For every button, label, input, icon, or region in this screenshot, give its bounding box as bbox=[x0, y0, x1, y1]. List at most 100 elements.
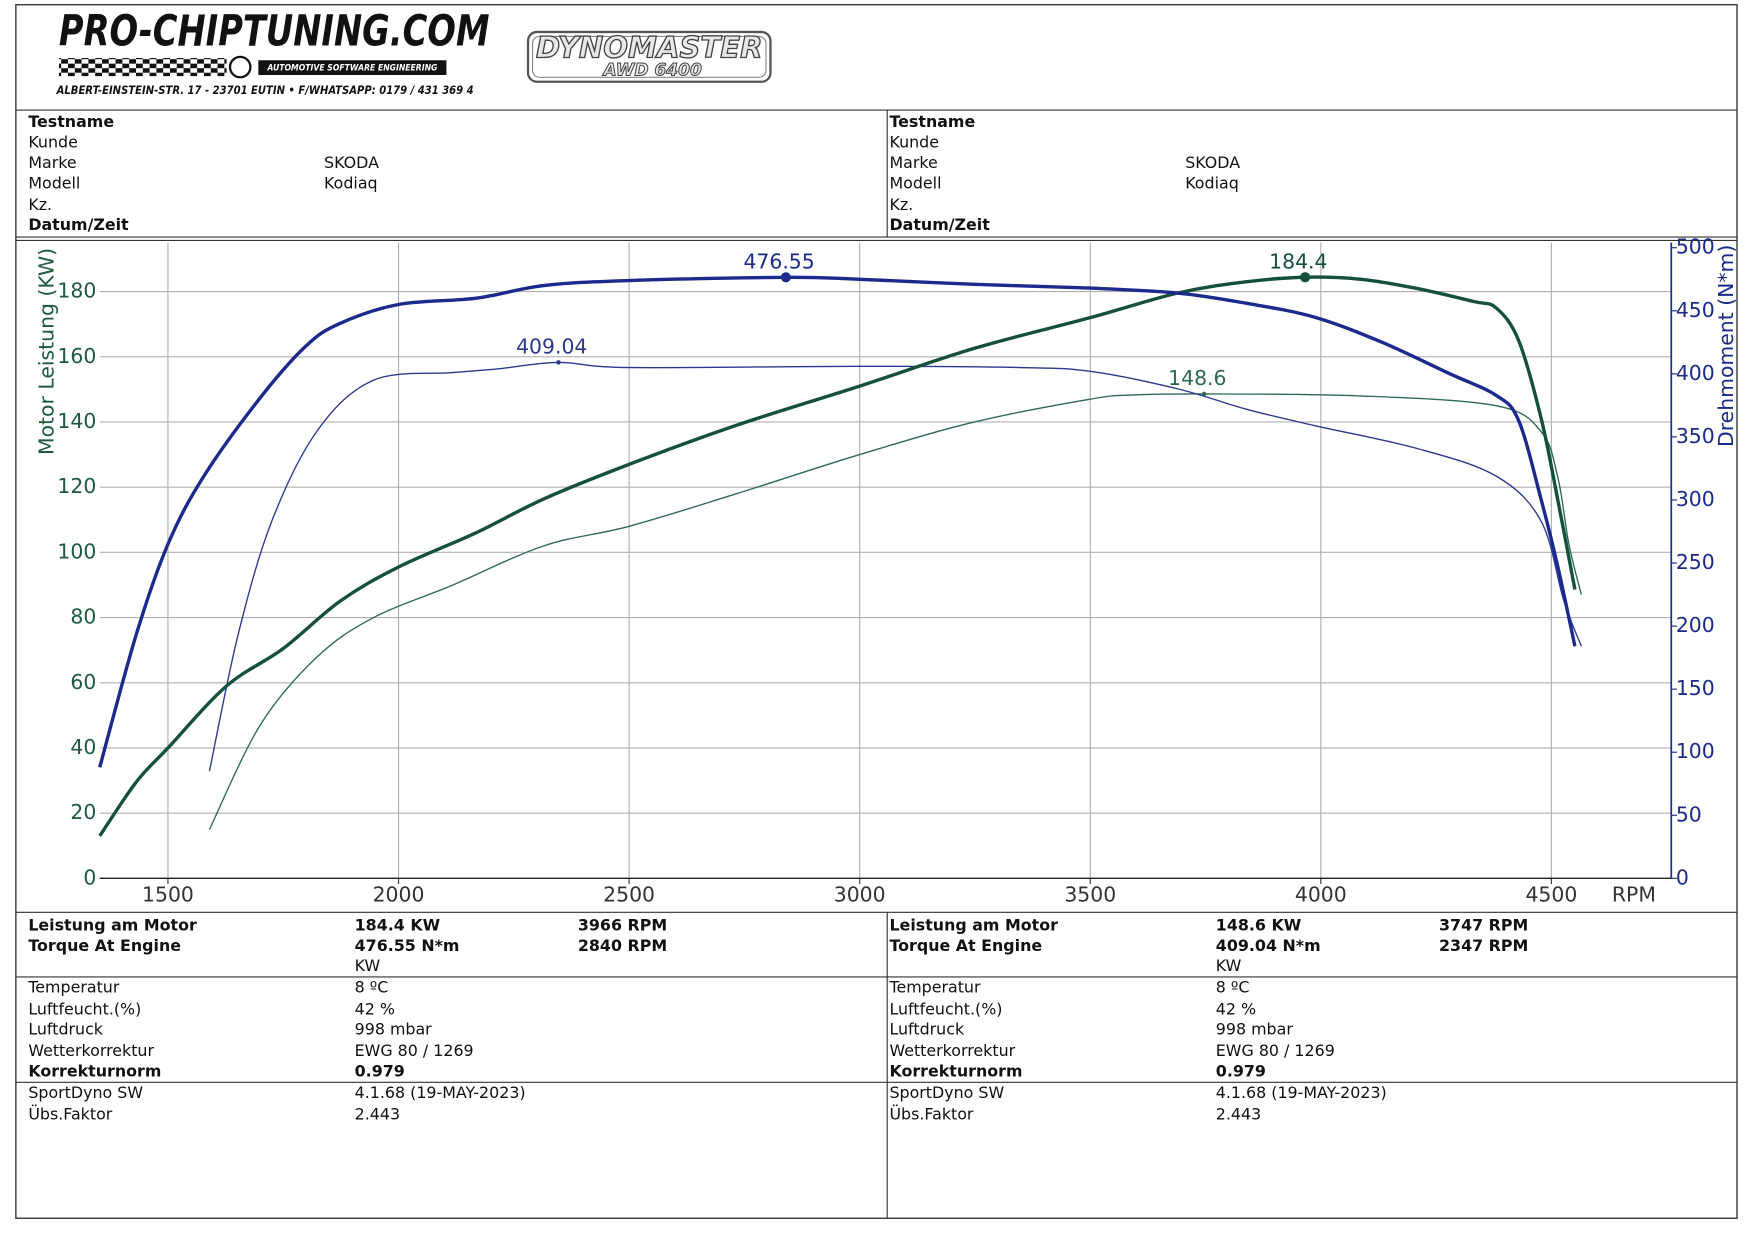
x-tick-label: 2000 bbox=[373, 882, 425, 906]
info-label: Marke bbox=[28, 153, 76, 172]
dyno-model: AWD 6400 bbox=[602, 60, 702, 80]
result-value: 409.04 N*m bbox=[1216, 936, 1321, 955]
y2-tick-label: 350 bbox=[1676, 424, 1715, 448]
x-tick-label: 4500 bbox=[1525, 882, 1577, 906]
condition-value: 998 mbar bbox=[1216, 1020, 1294, 1039]
y2-tick-label: 150 bbox=[1676, 676, 1715, 700]
condition-label: Luftfeucht.(%) bbox=[889, 999, 1002, 1018]
power-torque-curve bbox=[208, 393, 1583, 830]
peak-label: 476.55 bbox=[743, 250, 814, 274]
result-rpm: 2347 RPM bbox=[1439, 936, 1528, 955]
info-label: Kz. bbox=[889, 195, 913, 214]
condition-label: Korrekturnorm bbox=[889, 1062, 1022, 1081]
info-value: Kodiaq bbox=[324, 173, 378, 192]
tagline: AUTOMOTIVE SOFTWARE ENGINEERING bbox=[266, 64, 437, 74]
condition-value: 8 ºC bbox=[355, 978, 389, 997]
peak-label: 148.6 bbox=[1168, 366, 1226, 390]
y2-tick-label: 300 bbox=[1676, 487, 1715, 511]
y-tick-label: 40 bbox=[70, 735, 96, 759]
condition-value: 998 mbar bbox=[355, 1020, 433, 1039]
result-value: KW bbox=[355, 956, 381, 975]
condition-value: 0.979 bbox=[1216, 1062, 1266, 1081]
result-value: 184.4 KW bbox=[355, 915, 440, 934]
logo: PRO-CHIPTUNING.COM bbox=[59, 7, 490, 57]
condition-label: Korrekturnorm bbox=[28, 1062, 161, 1081]
y-tick-label: 100 bbox=[57, 539, 96, 563]
software-value: 4.1.68 (19-MAY-2023) bbox=[355, 1083, 526, 1102]
info-label: Modell bbox=[889, 173, 941, 192]
condition-label: Temperatur bbox=[27, 978, 120, 997]
y-tick-label: 0 bbox=[83, 865, 96, 889]
tagline-band bbox=[258, 60, 447, 75]
condition-label: Wetterkorrektur bbox=[28, 1041, 154, 1060]
y-tick-label: 60 bbox=[70, 670, 96, 694]
dyno-badge-inner bbox=[531, 35, 767, 78]
result-rpm: 3966 RPM bbox=[578, 915, 667, 934]
x-tick-label: 2500 bbox=[603, 882, 655, 906]
info-label: Testname bbox=[889, 112, 975, 131]
software-value: 4.1.68 (19-MAY-2023) bbox=[1216, 1083, 1387, 1102]
result-rpm: 2840 RPM bbox=[578, 936, 667, 955]
x-tick-label: 3000 bbox=[834, 882, 886, 906]
y2-tick-label: 200 bbox=[1676, 613, 1715, 637]
y2-tick-label: 50 bbox=[1676, 802, 1702, 826]
info-label: Datum/Zeit bbox=[28, 215, 129, 234]
peak-marker bbox=[1201, 391, 1207, 397]
peak-marker bbox=[556, 360, 561, 365]
peak-label: 184.4 bbox=[1269, 250, 1327, 274]
condition-value: EWG 80 / 1269 bbox=[1216, 1041, 1335, 1060]
peak-marker bbox=[1300, 272, 1311, 283]
y2-tick-label: 450 bbox=[1676, 298, 1715, 322]
logo-stripe bbox=[58, 57, 227, 77]
address: ALBERT-EINSTEIN-STR. 17 - 23701 EUTIN • … bbox=[56, 83, 474, 97]
y2-axis-title: Drehmoment (N*m) bbox=[1714, 245, 1738, 447]
y2-tick-label: 500 bbox=[1676, 235, 1715, 259]
condition-label: Temperatur bbox=[888, 978, 981, 997]
result-label: Torque At Engine bbox=[28, 936, 181, 955]
software-label: SportDyno SW bbox=[889, 1083, 1004, 1102]
info-value: Kodiaq bbox=[1185, 173, 1239, 192]
y2-tick-label: 0 bbox=[1676, 865, 1689, 889]
y-tick-label: 120 bbox=[57, 474, 96, 498]
y2-tick-label: 100 bbox=[1676, 739, 1715, 763]
y-tick-label: 20 bbox=[70, 800, 96, 824]
software-label: Übs.Faktor bbox=[889, 1105, 973, 1124]
y-tick-label: 160 bbox=[57, 344, 96, 368]
result-value: 148.6 KW bbox=[1216, 915, 1301, 934]
condition-value: 42 % bbox=[1216, 999, 1256, 1018]
condition-value: EWG 80 / 1269 bbox=[355, 1041, 474, 1060]
chart: 1500 2000 2500 3000 3500 4000 4500020406080100… bbox=[33, 235, 1738, 906]
result-label: Torque At Engine bbox=[889, 936, 1042, 955]
power-torque-curve bbox=[98, 275, 1577, 837]
result-rpm: 3747 RPM bbox=[1439, 915, 1528, 934]
info-label: Modell bbox=[28, 173, 80, 192]
y-tick-label: 80 bbox=[70, 605, 96, 629]
x-tick-label: 3500 bbox=[1064, 882, 1116, 906]
software-value: 2.443 bbox=[355, 1105, 400, 1124]
info-value: SKODA bbox=[1185, 153, 1240, 172]
info-label: Kunde bbox=[28, 132, 78, 151]
power-torque-curve bbox=[208, 361, 1582, 772]
info-value: SKODA bbox=[324, 153, 379, 172]
dyno-brand: DYNOMASTER bbox=[536, 30, 763, 64]
software-label: Übs.Faktor bbox=[28, 1105, 112, 1124]
result-value: KW bbox=[1216, 956, 1242, 975]
x-tick-label: 4000 bbox=[1295, 882, 1347, 906]
result-value: 476.55 N*m bbox=[355, 936, 460, 955]
info-label: Kz. bbox=[28, 195, 52, 214]
y2-tick-label: 250 bbox=[1676, 550, 1715, 574]
software-label: SportDyno SW bbox=[28, 1083, 143, 1102]
peak-label: 409.04 bbox=[516, 335, 587, 359]
y-tick-label: 180 bbox=[57, 279, 96, 303]
y-tick-label: 140 bbox=[57, 409, 96, 433]
info-label: Datum/Zeit bbox=[889, 215, 990, 234]
condition-value: 42 % bbox=[355, 999, 395, 1018]
x-tick-label: 1500 bbox=[142, 882, 194, 906]
info-label: Testname bbox=[28, 112, 114, 131]
dyno-badge bbox=[526, 30, 772, 83]
condition-value: 8 ºC bbox=[1216, 978, 1250, 997]
condition-label: Luftfeucht.(%) bbox=[28, 999, 141, 1018]
result-label: Leistung am Motor bbox=[889, 915, 1058, 934]
